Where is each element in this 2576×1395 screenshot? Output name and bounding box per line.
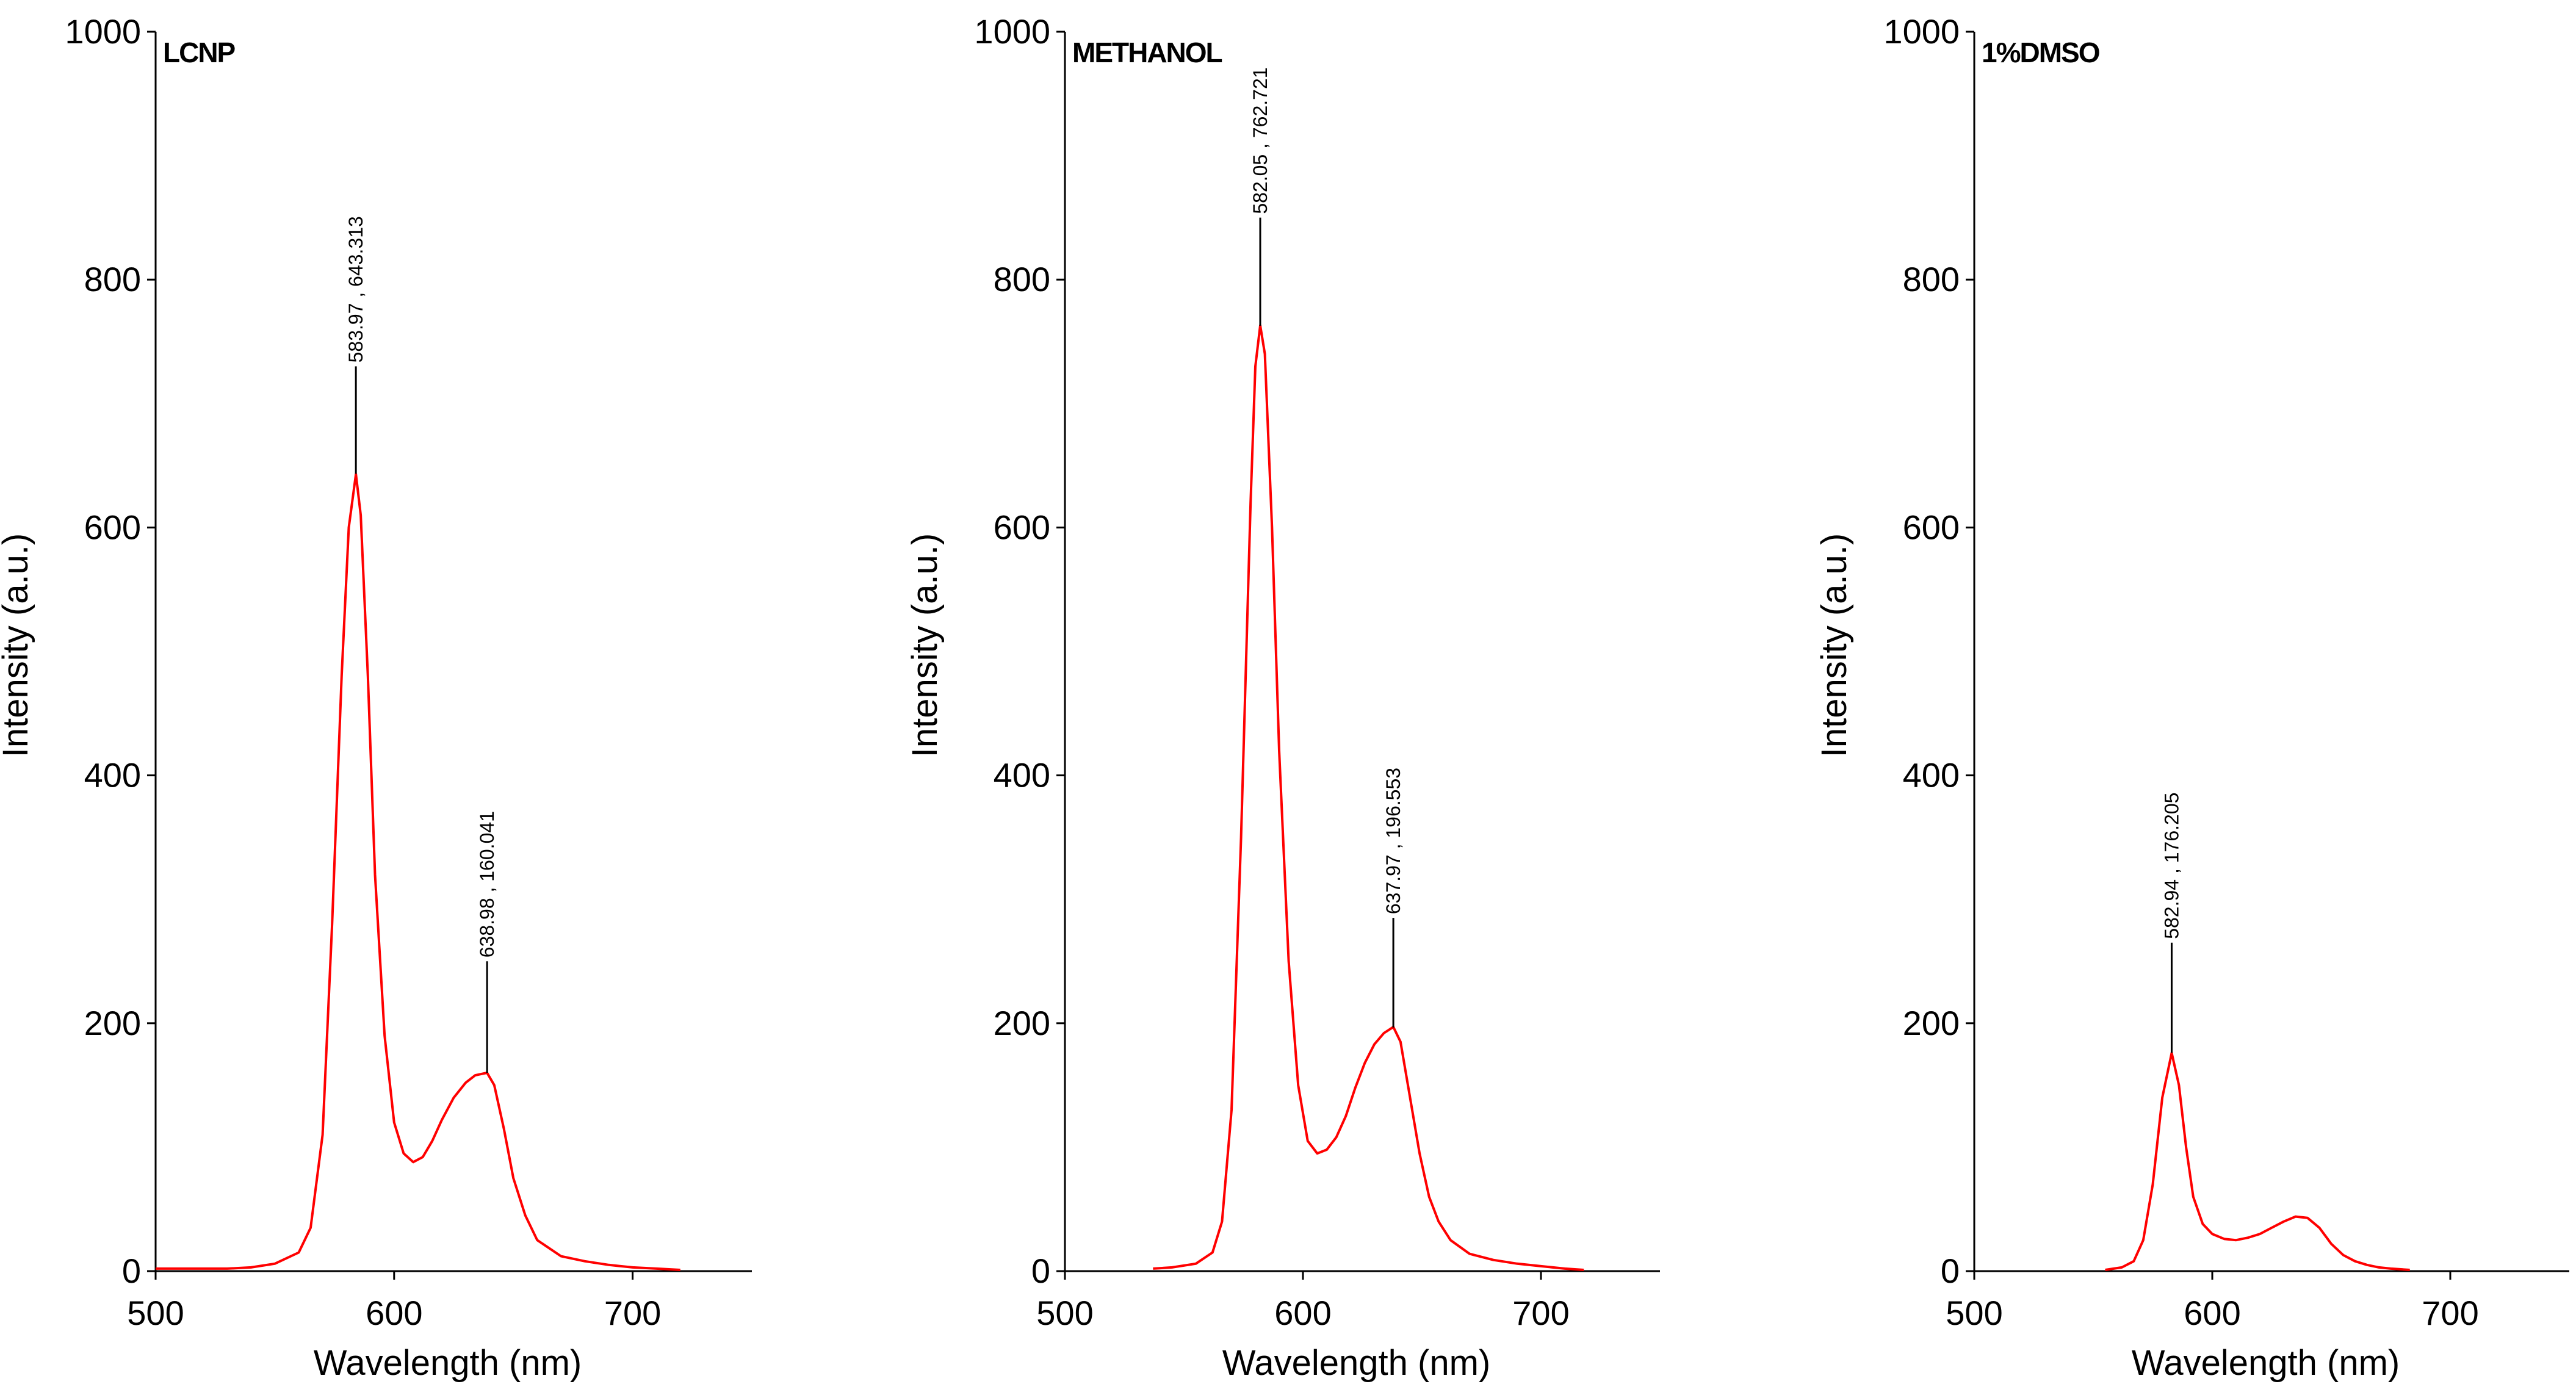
y-axis-title: Intensity (a.u.) xyxy=(1814,533,1854,757)
x-axis-title: Wavelength (nm) xyxy=(1222,1343,1490,1383)
x-tick-label: 500 xyxy=(1946,1294,2002,1332)
y-tick-label: 1000 xyxy=(1883,12,1960,51)
chart-panel-3: 0 200 400 600 800 1000 500 600 700 Wavelength (nm… xyxy=(1814,12,2569,1383)
spectrum-line xyxy=(1153,324,1584,1271)
x-tick-label: 500 xyxy=(127,1294,184,1332)
y-tick-label: 1000 xyxy=(974,12,1050,51)
x-tick-label: 700 xyxy=(604,1294,661,1332)
y-tick-label: 200 xyxy=(994,1004,1050,1042)
y-tick-label: 1000 xyxy=(65,12,141,51)
x-tick-label: 700 xyxy=(2422,1294,2478,1332)
y-tick-label: 800 xyxy=(994,260,1050,298)
chart-panel-1: 0 200 400 600 800 1000 500 600 700 Wavelength (nm… xyxy=(0,12,752,1383)
peak-label: 638.98 , 160.041 xyxy=(476,811,498,957)
y-tick-label: 200 xyxy=(1903,1004,1960,1042)
spectrum-line xyxy=(2105,1051,2410,1271)
y-tick-label: 800 xyxy=(1903,260,1960,298)
peak-label: 582.94 , 176.205 xyxy=(2160,793,2182,939)
y-tick-label: 0 xyxy=(122,1252,141,1290)
x-tick-label: 700 xyxy=(1512,1294,1569,1332)
y-tick-label: 400 xyxy=(84,756,141,795)
y-tick-label: 600 xyxy=(994,508,1050,546)
panel-title: LCNP xyxy=(163,37,236,68)
y-tick-label: 0 xyxy=(1031,1252,1050,1290)
y-tick-label: 400 xyxy=(1903,756,1960,795)
y-tick-label: 400 xyxy=(994,756,1050,795)
x-tick-label: 600 xyxy=(366,1294,422,1332)
y-axis-title: Intensity (a.u.) xyxy=(0,533,35,757)
panel-title: METHANOL xyxy=(1072,37,1222,68)
y-tick-label: 800 xyxy=(84,260,141,298)
spectrum-line xyxy=(156,473,680,1271)
x-tick-label: 600 xyxy=(2184,1294,2240,1332)
x-tick-label: 600 xyxy=(1274,1294,1331,1332)
x-axis-title: Wavelength (nm) xyxy=(2132,1343,2400,1383)
y-tick-label: 600 xyxy=(84,508,141,546)
chart-panel-2: 0 200 400 600 800 1000 500 600 700 Wavelength (nm… xyxy=(905,12,1660,1383)
y-axis-title: Intensity (a.u.) xyxy=(905,533,945,757)
y-tick-label: 0 xyxy=(1941,1252,1960,1290)
panel-title: 1%DMSO xyxy=(1982,37,2099,68)
y-tick-label: 200 xyxy=(84,1004,141,1042)
y-tick-label: 600 xyxy=(1903,508,1960,546)
peak-label: 582.05 , 762.721 xyxy=(1249,67,1271,214)
peak-label: 583.97 , 643.313 xyxy=(345,216,367,362)
peak-label: 637.97 , 196.553 xyxy=(1382,768,1404,914)
x-tick-label: 500 xyxy=(1036,1294,1093,1332)
x-axis-title: Wavelength (nm) xyxy=(314,1343,582,1383)
